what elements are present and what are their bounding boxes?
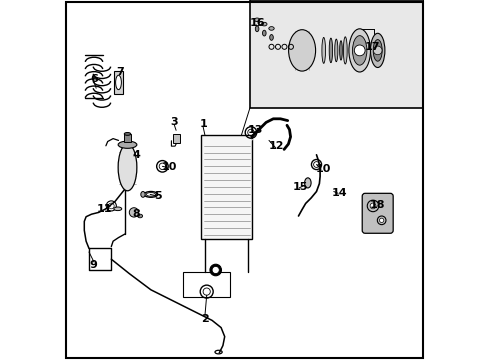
Ellipse shape <box>334 39 337 62</box>
Ellipse shape <box>348 29 370 72</box>
Ellipse shape <box>321 37 325 63</box>
Bar <box>201 135 251 239</box>
Bar <box>114 71 123 94</box>
Text: 2: 2 <box>201 314 208 324</box>
Ellipse shape <box>254 18 259 22</box>
Ellipse shape <box>370 33 384 68</box>
Text: 10: 10 <box>315 164 331 174</box>
Ellipse shape <box>114 207 122 211</box>
Circle shape <box>379 218 383 222</box>
Bar <box>249 0 424 108</box>
Ellipse shape <box>118 141 137 148</box>
Bar <box>183 272 230 297</box>
Text: 18: 18 <box>369 200 385 210</box>
Text: 16: 16 <box>249 18 264 28</box>
Text: 6: 6 <box>90 74 98 84</box>
Bar <box>173 134 180 143</box>
Ellipse shape <box>137 214 142 218</box>
Ellipse shape <box>339 41 342 60</box>
Ellipse shape <box>304 178 310 188</box>
Ellipse shape <box>124 132 130 135</box>
Ellipse shape <box>262 30 265 36</box>
Ellipse shape <box>328 38 332 63</box>
Circle shape <box>369 203 375 209</box>
Circle shape <box>209 264 221 276</box>
Circle shape <box>129 208 139 217</box>
Ellipse shape <box>118 144 137 191</box>
Circle shape <box>373 46 381 55</box>
Ellipse shape <box>141 192 145 197</box>
Text: 15: 15 <box>292 182 307 192</box>
Ellipse shape <box>288 30 315 71</box>
FancyBboxPatch shape <box>362 193 392 233</box>
Ellipse shape <box>115 75 121 90</box>
Ellipse shape <box>268 27 274 30</box>
Circle shape <box>212 266 219 274</box>
Text: 14: 14 <box>331 188 347 198</box>
Text: 4: 4 <box>132 150 140 160</box>
Circle shape <box>354 45 365 56</box>
Text: 9: 9 <box>89 260 97 270</box>
Text: 8: 8 <box>132 209 140 219</box>
Ellipse shape <box>372 40 382 61</box>
Ellipse shape <box>352 36 366 65</box>
Text: 10: 10 <box>161 162 176 172</box>
Text: 7: 7 <box>116 67 124 77</box>
Text: 5: 5 <box>154 191 162 201</box>
Text: 1: 1 <box>199 119 206 129</box>
Ellipse shape <box>269 35 273 40</box>
Ellipse shape <box>261 22 266 26</box>
Text: 17: 17 <box>364 42 379 52</box>
Text: 11: 11 <box>97 204 112 214</box>
Text: 13: 13 <box>247 125 263 135</box>
Text: 12: 12 <box>268 141 284 151</box>
Ellipse shape <box>255 26 258 32</box>
Ellipse shape <box>343 37 346 64</box>
Text: 3: 3 <box>170 117 178 127</box>
Bar <box>123 134 131 142</box>
